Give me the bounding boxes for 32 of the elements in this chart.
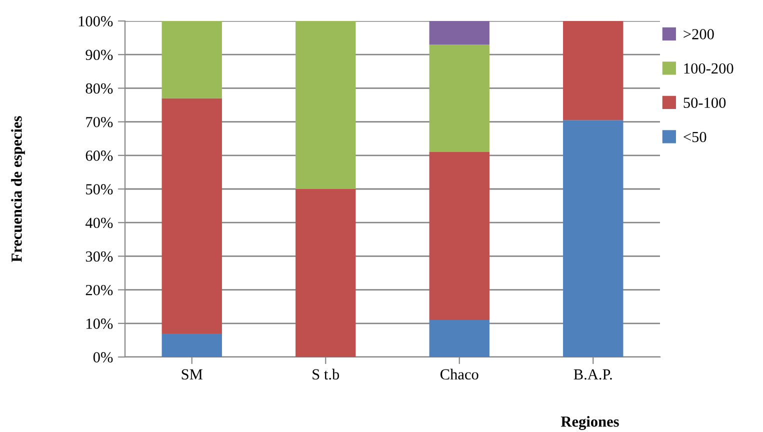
bar: [429, 44, 490, 152]
legend-label: <50: [684, 132, 706, 142]
x-tick-label: B.A.P.: [574, 369, 612, 380]
bar: [563, 21, 624, 120]
x-axis-title: Regiones: [560, 416, 619, 430]
y-tick-label: 0%: [93, 352, 113, 362]
bar: [162, 98, 222, 334]
x-tick-label: Chaco: [440, 368, 478, 380]
bar: [429, 152, 490, 320]
bar: [296, 189, 356, 357]
bar: [563, 120, 624, 357]
y-tick-label: 80%: [86, 83, 113, 94]
legend-label: 50-100: [684, 98, 726, 108]
y-tick-label: 70%: [86, 116, 113, 128]
bar: [162, 21, 222, 98]
bar: [429, 320, 490, 357]
y-axis-title: Frecuencia de especies: [11, 116, 25, 262]
y-tick-label: 30%: [86, 251, 113, 262]
y-tick-label: 10%: [86, 318, 113, 329]
bar: [296, 21, 356, 189]
y-tick-label: 60%: [86, 150, 113, 161]
y-tick-label: 50%: [86, 184, 113, 194]
bar: [429, 21, 490, 45]
y-tick-label: 20%: [86, 284, 113, 296]
legend-label: >200: [684, 29, 714, 40]
y-tick-label: 100%: [78, 16, 113, 26]
legend-label: 100-200: [684, 63, 734, 74]
bar: [162, 333, 222, 357]
x-tick-label: S t.b: [312, 368, 340, 380]
x-tick-label: SM: [182, 369, 202, 380]
y-tick-label: 40%: [85, 218, 113, 228]
y-tick-label: 90%: [86, 50, 113, 60]
